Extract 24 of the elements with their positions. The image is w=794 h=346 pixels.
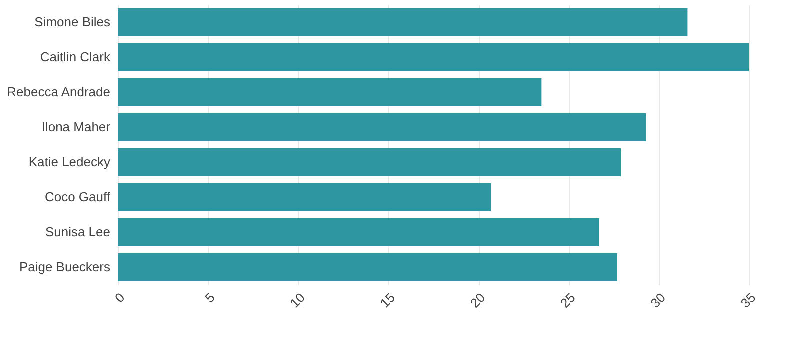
bar (118, 254, 618, 282)
x-tick-label: 0 (112, 290, 128, 306)
x-tick-label: 35 (738, 290, 759, 311)
bar (118, 8, 688, 36)
x-tick-label: 30 (648, 290, 669, 311)
y-tick-label: Katie Ledecky (28, 154, 111, 170)
y-tick-label: Rebecca Andrade (7, 84, 110, 100)
bar (118, 218, 600, 246)
bar (118, 44, 749, 72)
x-tick-label: 25 (558, 290, 578, 311)
bar (118, 78, 542, 106)
y-tick-label: Caitlin Clark (40, 50, 111, 64)
x-tick-label: 10 (287, 290, 308, 311)
y-tick-label: Paige Bueckers (19, 260, 111, 274)
bar (118, 114, 646, 142)
bar (118, 148, 621, 176)
y-tick-label: Ilona Maher (42, 120, 112, 134)
bar (118, 184, 492, 212)
x-tick-label: 20 (467, 290, 488, 311)
y-tick-label: Simone Biles (34, 14, 111, 30)
y-tick-label: Sunisa Lee (45, 224, 110, 240)
y-tick-label: Coco Gauff (44, 190, 111, 204)
x-tick-label: 15 (377, 290, 398, 311)
x-tick-label: 5 (202, 290, 218, 306)
